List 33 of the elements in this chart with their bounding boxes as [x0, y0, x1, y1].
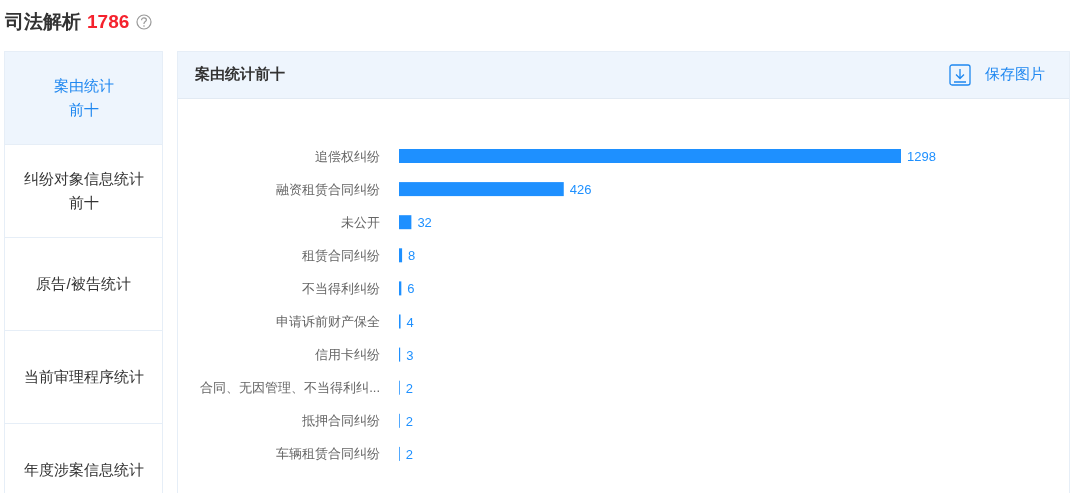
data-label: 2: [405, 413, 414, 429]
data-label: 2: [405, 380, 414, 396]
text: 年度涉案信息统计: [23, 460, 144, 480]
bar: [399, 182, 564, 197]
y-tick-label: 未公开: [341, 214, 380, 230]
y-tick-label: 追偿权纠纷: [315, 148, 380, 164]
text: 司法解析: [5, 11, 81, 32]
y-tick-label: 融资租赁合同纠纷: [276, 181, 380, 197]
text: 案由统计前十: [52, 76, 115, 120]
data-label: 4: [406, 314, 414, 330]
data-label: 426: [569, 182, 592, 198]
text: 原告/被告统计: [36, 274, 131, 294]
y-tick-label: 不当得利纠纷: [302, 280, 380, 296]
y-tick-label: 抵押合同纠纷: [301, 413, 380, 429]
text: 1786: [87, 11, 130, 32]
y-tick-label: 信用卡纠纷: [315, 347, 380, 363]
text: 保存图片: [985, 65, 1045, 84]
data-label: 8: [408, 248, 416, 264]
y-tick-label: 合同、无因管理、不当得利纠...: [200, 380, 380, 396]
y-tick-label: 申请诉前财产保全: [276, 314, 380, 329]
data-label: 32: [417, 215, 432, 231]
y-tick-label: 车辆租赁合同纠纷: [276, 446, 380, 462]
data-label: 6: [407, 281, 415, 297]
data-label: 3: [406, 347, 414, 363]
bar: [399, 149, 901, 163]
text: 当前审理程序统计: [23, 367, 144, 387]
bar: [399, 215, 412, 230]
data-label: 1298: [907, 149, 936, 164]
bar: [399, 248, 403, 263]
y-tick-label: 租赁合同纠纷: [302, 247, 380, 263]
text: 纠纷对象信息统计前十: [22, 169, 145, 213]
text: 案由统计前十: [195, 65, 285, 84]
data-label: 2: [405, 446, 414, 462]
